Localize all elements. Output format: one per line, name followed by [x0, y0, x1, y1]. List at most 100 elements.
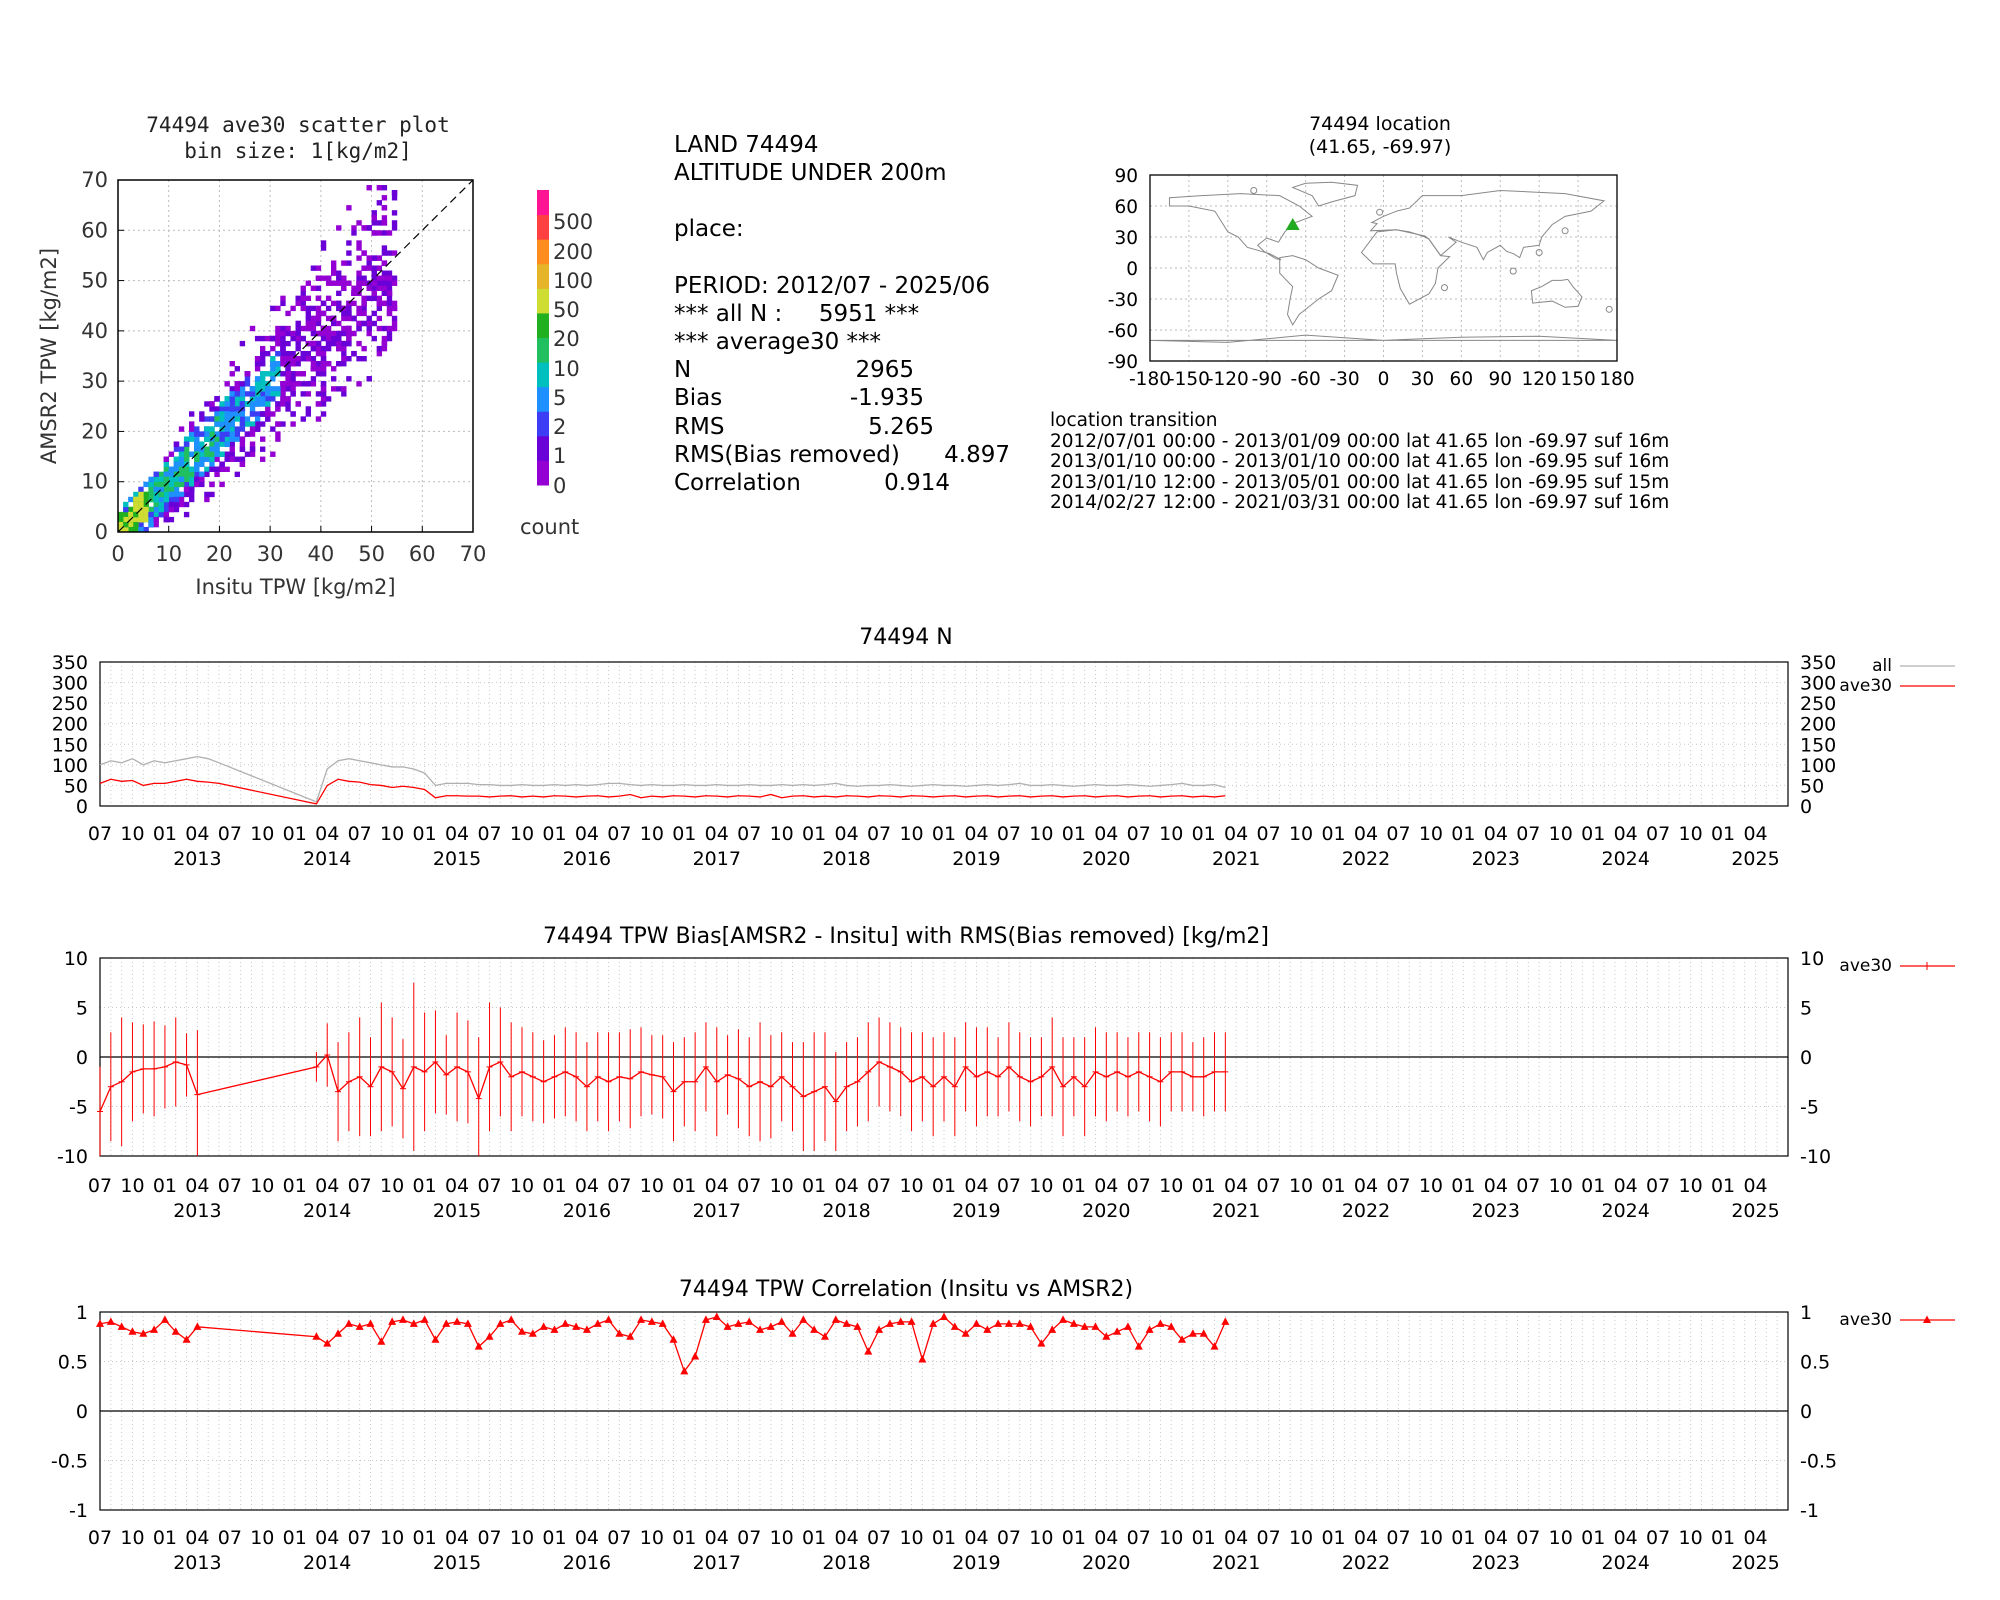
scatter-bin — [265, 391, 271, 397]
data-point — [950, 1322, 959, 1330]
scatter-bin — [371, 295, 377, 302]
x-month-label: 01 — [283, 823, 307, 845]
scatter-bin — [265, 401, 271, 407]
scatter-bin — [336, 345, 342, 352]
scatter-bin — [229, 431, 235, 437]
scatter-bin — [260, 456, 266, 462]
scatter-bin — [138, 501, 144, 508]
scatter-bin — [295, 330, 301, 337]
scatter-bin — [300, 305, 306, 312]
map-frame — [1149, 174, 1618, 362]
scatter-bin — [153, 516, 159, 523]
scatter-bin — [183, 486, 190, 493]
scatter-bin — [143, 496, 149, 503]
scatter-bin — [320, 396, 327, 402]
scatter-title-line2: bin size: 1[kg/m2] — [184, 139, 412, 163]
x-month-label: 07 — [997, 823, 1021, 845]
scatter-bin — [163, 461, 170, 467]
scatter-bin — [290, 391, 296, 397]
x-month-label: 01 — [1321, 1175, 1345, 1197]
scatter-bin — [381, 260, 388, 266]
scatter-bin — [386, 285, 393, 291]
scatter-bin — [280, 421, 286, 427]
x-year-label: 2014 — [303, 848, 351, 870]
scatter-bin — [194, 476, 200, 483]
colorbar-segment — [537, 411, 549, 437]
scatter-bin — [341, 361, 347, 367]
colorbar-label: count — [520, 515, 579, 539]
data-point — [712, 1312, 721, 1320]
scatter-bin — [133, 521, 139, 528]
x-month-label: 07 — [477, 1527, 501, 1549]
y-tick-label-right: -10 — [1800, 1146, 1831, 1168]
scatter-bin — [386, 295, 393, 302]
y-tick-label-right: 1 — [1800, 1302, 1812, 1324]
scatter-bin — [194, 456, 200, 462]
scatter-bin — [366, 225, 372, 231]
x-month-label: 01 — [1581, 823, 1605, 845]
scatter-bin — [300, 290, 306, 296]
scatter-bin — [295, 371, 301, 377]
y-tick-label-right: -5 — [1800, 1097, 1819, 1119]
x-month-label: 04 — [185, 1175, 209, 1197]
scatter-bin — [300, 371, 306, 377]
data-point — [658, 1319, 667, 1327]
x-month-label: 07 — [1127, 823, 1151, 845]
scatter-bin — [209, 416, 215, 422]
data-point — [139, 1329, 148, 1337]
scatter-bin — [356, 285, 362, 291]
scatter-bin — [199, 476, 205, 483]
y-tick-label-right: 350 — [1800, 652, 1836, 674]
data-point — [160, 1315, 169, 1323]
map-y-tick-label: 0 — [1126, 259, 1138, 280]
data-point — [193, 1322, 202, 1330]
x-year-label: 2013 — [173, 1200, 221, 1222]
scatter-bin — [178, 501, 185, 508]
x-month-label: 01 — [1192, 823, 1216, 845]
scatter-bin — [260, 436, 266, 442]
scatter-bin — [219, 406, 225, 412]
scatter-bin — [214, 396, 220, 402]
x-month-label: 04 — [1224, 1175, 1248, 1197]
scatter-bin — [183, 476, 190, 483]
data-point — [96, 1319, 104, 1327]
scatter-bin — [234, 391, 241, 397]
x-year-label: 2022 — [1342, 1552, 1390, 1574]
series-line-ave30 — [99, 778, 1226, 805]
scatter-bin — [239, 426, 246, 432]
scatter-bin — [336, 361, 342, 367]
scatter-bin — [194, 431, 200, 437]
scatter-bin — [285, 381, 291, 387]
scatter-bin — [199, 416, 205, 422]
stats-altitude: ALTITUDE UNDER 200m — [674, 160, 947, 187]
scatter-bin — [194, 461, 200, 467]
scatter-bin — [356, 220, 362, 226]
data-point — [983, 1325, 992, 1333]
stats-row-label: Bias — [674, 385, 723, 412]
scatter-bin — [356, 280, 362, 286]
scatter-bin — [270, 396, 276, 402]
x-month-label: 07 — [88, 1527, 112, 1549]
scatter-bin — [391, 325, 398, 332]
scatter-bin — [183, 451, 190, 457]
data-point — [734, 1319, 743, 1327]
scatter-bin — [183, 446, 190, 452]
scatter-bin — [315, 275, 322, 281]
x-month-label: 01 — [1711, 1175, 1735, 1197]
scatter-bin — [229, 426, 235, 432]
scatter-bin — [310, 345, 317, 352]
x-month-label: 07 — [88, 823, 112, 845]
data-point — [1069, 1319, 1078, 1327]
stats-row-value: -1.935 — [849, 385, 924, 412]
scatter-bin — [341, 310, 347, 317]
scatter-bin — [280, 396, 286, 402]
scatter-bin — [371, 255, 377, 261]
scatter-bin — [189, 496, 195, 503]
scatter-bin — [351, 315, 357, 322]
scatter-bin — [346, 325, 352, 332]
scatter-bin — [168, 481, 175, 488]
scatter-bin — [320, 366, 327, 372]
x-month-label: 04 — [835, 823, 859, 845]
data-point — [561, 1319, 570, 1327]
